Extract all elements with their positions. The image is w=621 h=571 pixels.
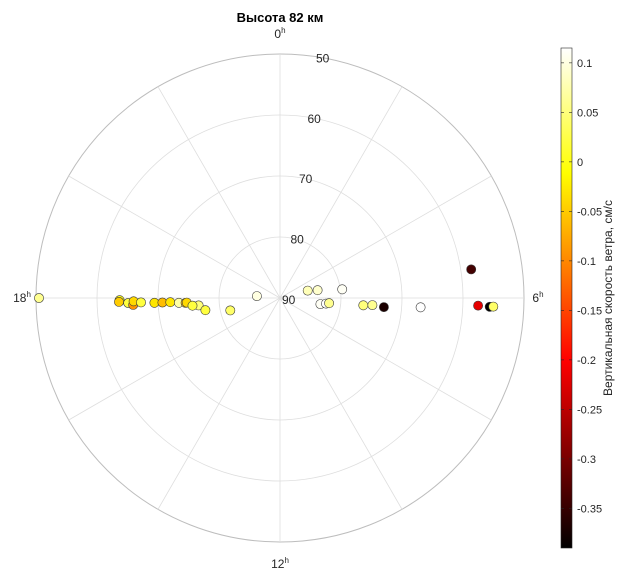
angular-tick-label: 18h [13, 290, 31, 305]
colorbar-tick-label: 0.05 [577, 107, 598, 119]
grid-spoke [68, 175, 281, 299]
grid-spoke [279, 297, 403, 510]
radial-tick-label: 50 [316, 51, 330, 65]
data-point [251, 291, 262, 301]
data-point [114, 296, 124, 307]
grid-spoke [68, 297, 281, 421]
colorbar-tick-label: -0.25 [577, 404, 602, 416]
radial-tick-label: 70 [299, 172, 313, 186]
colorbar-label: Вертикальная скорость ветра, см/с [601, 200, 615, 396]
data-point [378, 302, 389, 312]
data-point [324, 298, 334, 309]
grid-spoke [279, 175, 492, 299]
data-point [473, 300, 483, 311]
angular-tick-label: 12h [271, 556, 289, 571]
grid-spoke [279, 297, 492, 421]
radial-tick-labels: 50 60 70 80 90 [282, 51, 330, 307]
data-point [466, 264, 477, 275]
data-point [165, 297, 176, 308]
colorbar-tick-label: -0.05 [577, 206, 602, 218]
chart-title: Высота 82 км [237, 10, 324, 25]
data-point [367, 300, 378, 310]
data-point [200, 305, 211, 316]
data-point [187, 300, 198, 311]
colorbar-tick-label: -0.35 [577, 503, 602, 515]
data-point [337, 284, 348, 295]
data-point [415, 302, 426, 313]
colorbar-tick-label: -0.15 [577, 305, 602, 317]
data-point [488, 301, 499, 312]
grid-spoke [279, 86, 403, 299]
angular-tick-label: 0h [274, 26, 285, 41]
data-point [302, 285, 313, 296]
radial-tick-label: 80 [290, 233, 304, 247]
angular-tick-label: 6h [532, 290, 543, 305]
colorbar-gradient [560, 47, 573, 549]
data-point [225, 305, 236, 316]
data-point [34, 293, 44, 303]
radial-tick-label: 60 [307, 112, 321, 126]
polar-grid [35, 53, 525, 543]
data-point [312, 285, 323, 296]
data-points [34, 264, 499, 316]
colorbar-tick-label: 0 [577, 157, 583, 169]
data-point [136, 297, 146, 308]
radial-tick-label: 90 [282, 293, 296, 307]
data-point [358, 300, 369, 311]
colorbar-tick-label: -0.3 [577, 454, 596, 466]
colorbar-ticks: 0.1 0.05 0 -0.05 -0.1 -0.15 -0.2 -0.25 -0.3 -0.35 [561, 58, 602, 515]
angular-tick-labels: 0h 6h 12h 18h [13, 26, 543, 571]
grid-spoke [157, 86, 281, 299]
colorbar-tick-label: -0.2 [577, 355, 596, 367]
grid-spoke [157, 297, 281, 510]
colorbar: 0.1 0.05 0 -0.05 -0.1 -0.15 -0.2 -0.25 -0.3 -0.35… [560, 47, 615, 549]
colorbar-tick-label: -0.1 [577, 256, 596, 268]
colorbar-tick-label: 0.1 [577, 58, 592, 70]
